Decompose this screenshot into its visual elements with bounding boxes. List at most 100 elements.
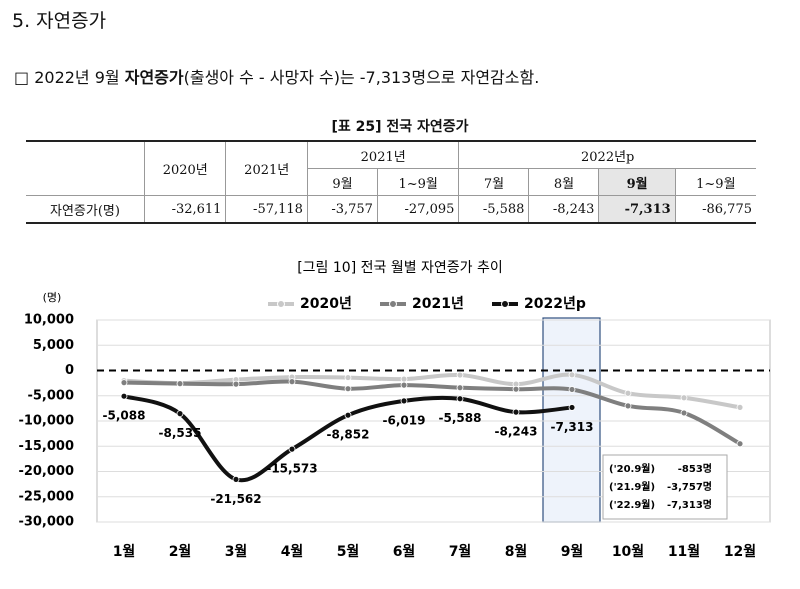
point <box>568 404 576 411</box>
data-label: -5,088 <box>103 409 146 423</box>
data-label: -21,562 <box>210 492 261 506</box>
x-tick-label: 2월 <box>169 543 192 560</box>
point <box>120 379 128 387</box>
point <box>736 403 744 411</box>
x-tick-label: 6월 <box>393 543 416 560</box>
x-tick-label: 4월 <box>281 543 304 560</box>
data-label: -6,019 <box>383 413 426 427</box>
y-tick-label: -25,000 <box>18 489 74 504</box>
summary: □ 2022년 9월 자연증가(출생아 수 - 사망자 수)는 -7,313명으… <box>14 64 539 88</box>
y-tick-label: 5,000 <box>33 338 74 353</box>
header-cell: 1~9월 <box>376 168 460 196</box>
point <box>624 389 632 397</box>
point <box>400 397 408 405</box>
series-line <box>123 394 573 483</box>
x-tick-label: 11월 <box>668 543 700 560</box>
point <box>456 384 464 392</box>
y-tick-label: -15,000 <box>18 439 74 454</box>
callout-value: -853명 <box>678 462 712 475</box>
series-line <box>123 379 741 446</box>
cell: -57,118 <box>225 195 308 224</box>
x-tick-label: 8월 <box>505 543 528 560</box>
x-tick-label: 5월 <box>337 543 360 560</box>
chart: [그림 10] 전국 월별 자연증가 추이 (명) -30,000 -25,000… <box>18 260 771 560</box>
x-tick-label: 9월 <box>561 543 584 560</box>
cell: -5,588 <box>458 195 530 224</box>
y-tick-label: -30,000 <box>18 515 74 530</box>
y-tick-label: -20,000 <box>18 464 74 479</box>
y-tick-label: 10,000 <box>24 313 74 328</box>
summary-bold: 자연증가 <box>124 68 184 87</box>
header-cell: 9월 <box>598 168 676 196</box>
point <box>288 445 296 453</box>
cell: -7,313 <box>598 195 676 224</box>
callout-value: -7,313명 <box>667 498 712 511</box>
header-cell: 8월 <box>528 168 600 196</box>
header-cell: 1~9월 <box>674 168 756 196</box>
chart-title: [그림 10] 전국 월별 자연증가 추이 <box>297 260 503 276</box>
point <box>344 374 352 381</box>
point <box>288 378 296 386</box>
table-title: [표 25] 전국 자연증가 <box>331 119 469 135</box>
point <box>568 386 576 393</box>
legend-label: 2021년 <box>412 296 464 312</box>
point <box>456 395 464 403</box>
data-label: -5,588 <box>439 411 482 425</box>
table: 2020년 2021년 2021년 2022년p 9월 1~9월 7월 8월 9… <box>26 140 756 224</box>
y-tick-label: 0 <box>65 363 74 378</box>
point <box>680 409 688 417</box>
data-label: -15,573 <box>266 462 317 476</box>
cell: -3,757 <box>306 195 378 224</box>
legend-label: 2022년p <box>524 296 586 312</box>
callout-period: ('20.9월) <box>609 463 655 475</box>
y-tick-label: -5,000 <box>27 388 74 403</box>
x-tick-label: 12월 <box>724 543 756 560</box>
summary-text: (출생아 수 - 사망자 수)는 -7,313명으로 자연감소함. <box>183 68 540 87</box>
legend-marker <box>277 300 285 308</box>
cell <box>26 140 145 196</box>
header-cell: 2021년 <box>225 140 308 196</box>
heading: 5. 자연증가 <box>12 10 107 32</box>
x-tick-label: 7월 <box>449 543 472 560</box>
point <box>568 371 576 379</box>
x-tick-label: 10월 <box>612 543 644 560</box>
data-label: -8,243 <box>495 425 538 439</box>
header-cell: 2022년p <box>458 140 756 169</box>
legend-label: 2020년 <box>300 296 352 312</box>
callout-period: ('22.9월) <box>609 499 655 511</box>
cell: -32,611 <box>143 195 227 224</box>
header-cell: 7월 <box>458 168 530 196</box>
point <box>512 385 520 393</box>
point <box>232 380 240 388</box>
point <box>176 380 184 388</box>
x-tick-label: 1월 <box>113 543 136 560</box>
callout-value: -3,757명 <box>667 480 712 493</box>
header-cell: 2021년 <box>306 140 460 169</box>
header-cell: 9월 <box>307 168 378 196</box>
point <box>512 408 520 416</box>
legend-marker <box>501 300 509 308</box>
data-label: -7,313 <box>551 420 594 434</box>
x-tick-label: 3월 <box>225 543 248 560</box>
callout-period: ('21.9월) <box>609 481 655 493</box>
point <box>232 475 240 483</box>
series-line <box>123 372 741 410</box>
cell: -8,243 <box>528 195 600 224</box>
point <box>400 375 408 383</box>
header-cell: 2020년 <box>143 140 227 196</box>
row-label: 자연증가(명) <box>26 195 145 224</box>
legend-marker <box>389 300 397 308</box>
point <box>680 394 688 402</box>
point <box>344 385 352 393</box>
point <box>624 402 632 410</box>
point <box>736 440 744 448</box>
point <box>400 381 408 389</box>
point <box>344 411 352 419</box>
cell: -86,775 <box>674 195 756 224</box>
y-axis-label: (명) <box>43 291 62 304</box>
point <box>176 410 184 418</box>
point <box>456 371 464 379</box>
point <box>120 392 128 400</box>
data-label: -8,535 <box>159 426 202 440</box>
